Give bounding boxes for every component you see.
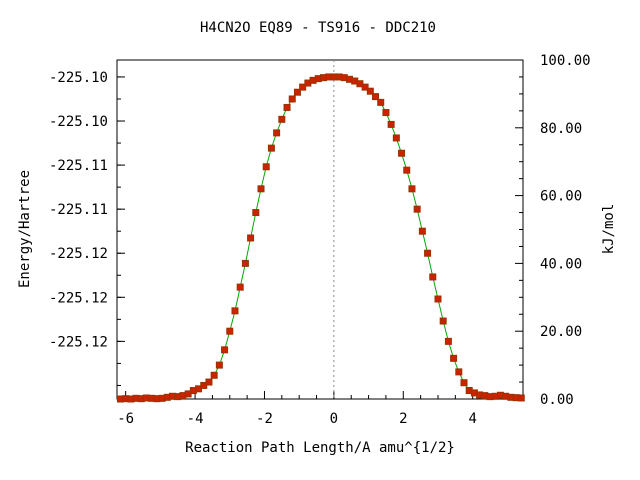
left-y-axis: -225.10 -225.10 -225.11 -225.11 -225.12 -225.… — [49, 70, 125, 386]
left-y-tick-label: -225.12 — [49, 334, 108, 350]
x-axis: -6 -4 -2 0 2 4 — [117, 391, 508, 427]
data-point — [392, 134, 400, 142]
x-tick-label: -4 — [187, 411, 204, 427]
data-point — [262, 163, 270, 171]
data-point — [221, 346, 229, 354]
right-y-axis: 0.00 20.00 40.00 60.00 80.00 100.00 — [515, 53, 591, 408]
data-point — [293, 88, 301, 96]
left-y-tick-label: -225.11 — [49, 158, 108, 174]
x-tick-label: 4 — [468, 411, 476, 427]
data-point — [215, 361, 223, 369]
data-point — [398, 149, 406, 157]
data-point — [382, 109, 390, 117]
data-point — [372, 93, 380, 101]
data-point — [278, 115, 286, 123]
left-y-tick-label: -225.12 — [49, 246, 108, 262]
data-point — [283, 103, 291, 111]
right-y-tick-label: 100.00 — [540, 53, 591, 69]
x-tick-label: 0 — [330, 411, 338, 427]
right-y-tick-label: 0.00 — [540, 392, 574, 408]
right-y-axis-title: kJ/mol — [601, 204, 617, 255]
plot-marks — [116, 60, 525, 403]
right-y-tick-label: 40.00 — [540, 256, 582, 272]
x-tick-label: 2 — [399, 411, 407, 427]
data-point — [434, 295, 442, 303]
data-point — [205, 378, 213, 386]
data-point — [377, 98, 385, 106]
series-line — [120, 76, 522, 400]
data-point — [252, 209, 260, 217]
data-point — [450, 354, 458, 362]
right-y-tick-label: 20.00 — [540, 324, 582, 340]
data-point — [299, 83, 307, 91]
left-y-tick-label: -225.11 — [49, 202, 108, 218]
data-point — [424, 249, 432, 257]
data-point — [387, 120, 395, 128]
data-point — [403, 166, 411, 174]
data-point — [429, 273, 437, 281]
data-point — [366, 87, 374, 95]
data-point — [361, 83, 369, 91]
right-y-tick-label: 80.00 — [540, 121, 582, 137]
right-y-tick-label: 60.00 — [540, 189, 582, 205]
data-point — [439, 317, 447, 325]
data-point — [408, 185, 416, 193]
left-y-tick-label: -225.10 — [49, 114, 108, 130]
data-point — [418, 227, 426, 235]
data-point — [226, 327, 234, 335]
data-point — [267, 144, 275, 152]
data-point — [413, 205, 421, 213]
data-point — [273, 129, 281, 137]
left-y-tick-label: -225.12 — [49, 290, 108, 306]
chart-title: H4CN2O EQ89 - TS916 - DDC210 — [200, 20, 436, 36]
data-point — [444, 337, 452, 345]
data-point — [241, 259, 249, 267]
data-point — [257, 185, 265, 193]
data-point — [460, 379, 468, 387]
data-point — [231, 307, 239, 315]
left-y-tick-label: -225.10 — [49, 70, 108, 86]
data-point — [517, 394, 525, 402]
left-y-axis-title: Energy/Hartree — [17, 170, 33, 288]
data-point — [247, 234, 255, 242]
x-tick-label: -2 — [256, 411, 273, 427]
data-point — [455, 368, 463, 376]
data-point — [210, 371, 218, 379]
plot-area — [116, 59, 524, 400]
data-point — [236, 283, 244, 291]
data-point — [288, 95, 296, 103]
x-axis-title: Reaction Path Length/A amu^{1/2} — [185, 440, 455, 456]
x-tick-label: -6 — [117, 411, 134, 427]
